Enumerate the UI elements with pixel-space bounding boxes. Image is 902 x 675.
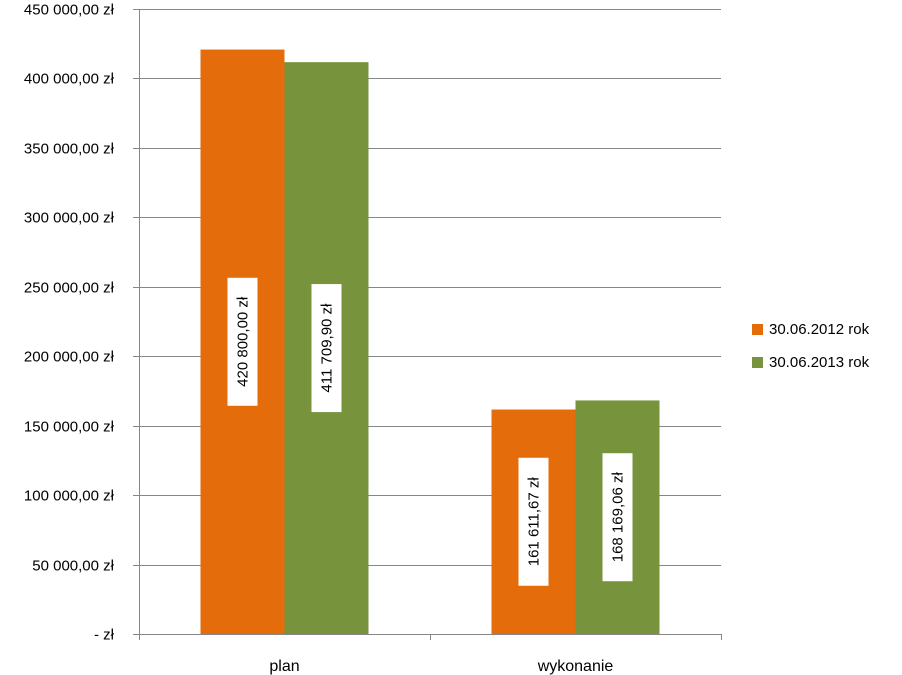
y-tick-label: 300 000,00 zł (24, 210, 115, 227)
x-tick-label: wykonanie (537, 658, 614, 675)
legend-swatch-series-2 (752, 357, 763, 368)
y-tick-label: 400 000,00 zł (24, 71, 115, 88)
data-label-box (602, 453, 633, 582)
y-tick-label: - zł (94, 627, 115, 644)
data-label-box (311, 284, 342, 413)
data-label: 161 611,67 zł (526, 477, 543, 567)
data-label-box (518, 457, 549, 586)
x-tick-label: plan (269, 658, 299, 675)
y-tick-label: 200 000,00 zł (24, 349, 115, 366)
legend: 30.06.2012 rok 30.06.2013 rok (752, 313, 869, 379)
data-label: 168 169,06 zł (610, 472, 627, 563)
y-tick-label: 100 000,00 zł (24, 488, 115, 505)
y-tick-label: 150 000,00 zł (24, 419, 115, 436)
data-label-box (227, 277, 258, 406)
data-label: 420 800,00 zł (235, 296, 252, 387)
legend-label-series-1: 30.06.2012 rok (769, 321, 870, 338)
y-tick-label: 50 000,00 zł (32, 558, 114, 575)
legend-item-series-1: 30.06.2012 rok (752, 313, 869, 346)
legend-item-series-2: 30.06.2013 rok (752, 346, 869, 379)
legend-label-series-2: 30.06.2013 rok (769, 354, 870, 371)
legend-swatch-series-1 (752, 324, 763, 335)
y-tick-label: 350 000,00 zł (24, 141, 115, 158)
y-tick-label: 250 000,00 zł (24, 280, 115, 297)
data-label: 411 709,90 zł (319, 303, 336, 393)
y-tick-label: 450 000,00 zł (24, 2, 115, 19)
